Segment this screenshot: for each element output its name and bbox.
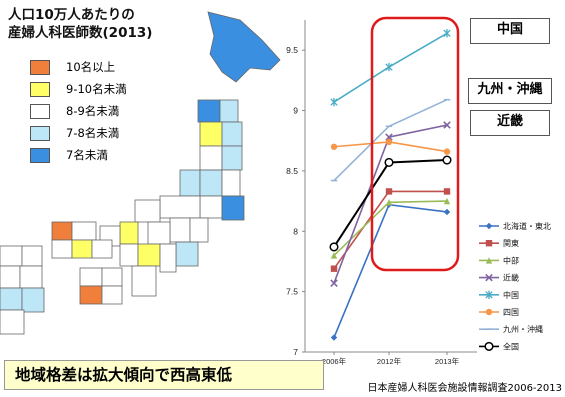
data-point: [485, 240, 493, 247]
legend-label: 9-10名未満: [66, 82, 127, 96]
callout-label: 中国: [496, 22, 523, 37]
callout-chugoku: 中国: [470, 18, 550, 44]
legend-series-label: 中部: [503, 255, 519, 265]
y-tick-label: 8: [293, 226, 298, 236]
map-region-chugoku-5: [91, 239, 113, 259]
map-region-chubu-2: [134, 199, 161, 223]
map-region-kinki-5: [159, 243, 177, 273]
x-tick-label: 2012年: [377, 356, 402, 366]
data-point: [385, 188, 393, 195]
legend-label: 7名未満: [66, 148, 108, 162]
map-region-kyushu-7: [0, 309, 25, 335]
chart-legend-item: 北海道・東北: [479, 221, 551, 231]
data-point: [330, 143, 338, 150]
callout-label: 九州・沖縄: [477, 82, 543, 97]
data-point: [330, 252, 338, 259]
series-group: [329, 155, 452, 252]
series-group: [330, 197, 451, 259]
legend-swatch: [30, 104, 50, 119]
y-tick-label: 7.5: [286, 287, 298, 297]
legend-swatch: [30, 126, 50, 141]
data-point: [485, 308, 493, 316]
legend-label: 8-9名未満: [66, 104, 120, 118]
data-point: [330, 279, 338, 287]
data-point: [330, 334, 338, 341]
data-point: [443, 121, 451, 129]
data-point: [442, 155, 452, 165]
y-tick-label: 9: [293, 106, 298, 116]
legend-series-label: 全国: [503, 341, 519, 351]
data-point: [330, 97, 338, 107]
data-point: [443, 29, 451, 38]
legend-series-label: 近畿: [503, 273, 519, 283]
japan-map: [0, 11, 281, 335]
data-point: [330, 265, 338, 272]
callout-kinki: 近畿: [470, 110, 550, 136]
data-point: [443, 197, 451, 205]
data-point: [385, 199, 393, 206]
source-note: 日本産婦人科医会施設情報調査2006-2013: [367, 383, 562, 394]
series-group: [330, 188, 451, 272]
y-tick-label: 7: [293, 347, 298, 357]
legend-series-label: 中国: [503, 290, 519, 300]
map-region-kanto-5: [221, 195, 245, 221]
data-point: [384, 157, 394, 168]
x-tick-label: 2013年: [435, 356, 460, 366]
y-tick-label: 8.5: [286, 166, 298, 176]
chart-legend-item: 四国: [479, 308, 519, 317]
legend-swatch: [30, 82, 50, 97]
data-point: [443, 208, 451, 216]
data-point: [329, 242, 339, 252]
legend-swatch: [30, 60, 50, 75]
legend-series-label: 九州・沖縄: [503, 324, 543, 334]
data-point: [385, 133, 393, 141]
data-point: [485, 273, 493, 282]
data-point: [385, 138, 393, 146]
chart-legend-item: 関東: [479, 238, 519, 248]
chart-legend-item: 九州・沖縄: [479, 324, 543, 334]
legend-label: 7-8名未満: [66, 126, 120, 140]
legend-series-label: 関東: [503, 238, 519, 248]
chart-legend-item: 中国: [479, 290, 519, 300]
highlight-box: [370, 16, 460, 272]
series-group: [330, 121, 451, 287]
data-point: [485, 222, 493, 230]
legend-label: 10名以上: [66, 60, 116, 74]
series-group: [330, 138, 451, 155]
x-tick-label: 2006年: [322, 356, 347, 366]
map-title-line1: 人口10万人あたりの: [8, 7, 135, 23]
map-title: 人口10万人あたりの 産婦人科医師数(2013): [8, 6, 208, 42]
series-group: [330, 98, 451, 182]
data-point: [485, 290, 493, 299]
data-point: [484, 341, 494, 351]
legend-swatch: [30, 148, 50, 163]
map-region-shikoku-4: [101, 285, 123, 305]
data-point: [443, 148, 451, 155]
map-title-line2: 産婦人科医師数(2013): [8, 25, 153, 41]
chart-legend-item: 中部: [479, 255, 519, 265]
map-region-hokkaido: [207, 11, 281, 83]
map-region-kinki-6: [131, 265, 157, 297]
chart-legend-item: 全国: [479, 341, 519, 351]
map-region-chubu-4: [189, 217, 209, 243]
legend-series-label: 四国: [503, 308, 519, 317]
legend-series-label: 北海道・東北: [503, 221, 551, 231]
map-region-kyushu-6: [21, 287, 45, 313]
data-point: [485, 257, 493, 264]
chart-legend-item: 近畿: [479, 273, 519, 283]
callout-kyushu: 九州・沖縄: [468, 78, 552, 104]
callout-label: 近畿: [496, 114, 523, 129]
y-tick-label: 9.5: [286, 45, 298, 55]
series-group: [330, 29, 451, 107]
data-point: [443, 188, 451, 195]
banner-text: 地域格差は拡大傾向で西高東低: [15, 366, 233, 384]
conclusion-banner: 地域格差は拡大傾向で西高東低: [4, 360, 324, 390]
data-point: [385, 62, 393, 72]
